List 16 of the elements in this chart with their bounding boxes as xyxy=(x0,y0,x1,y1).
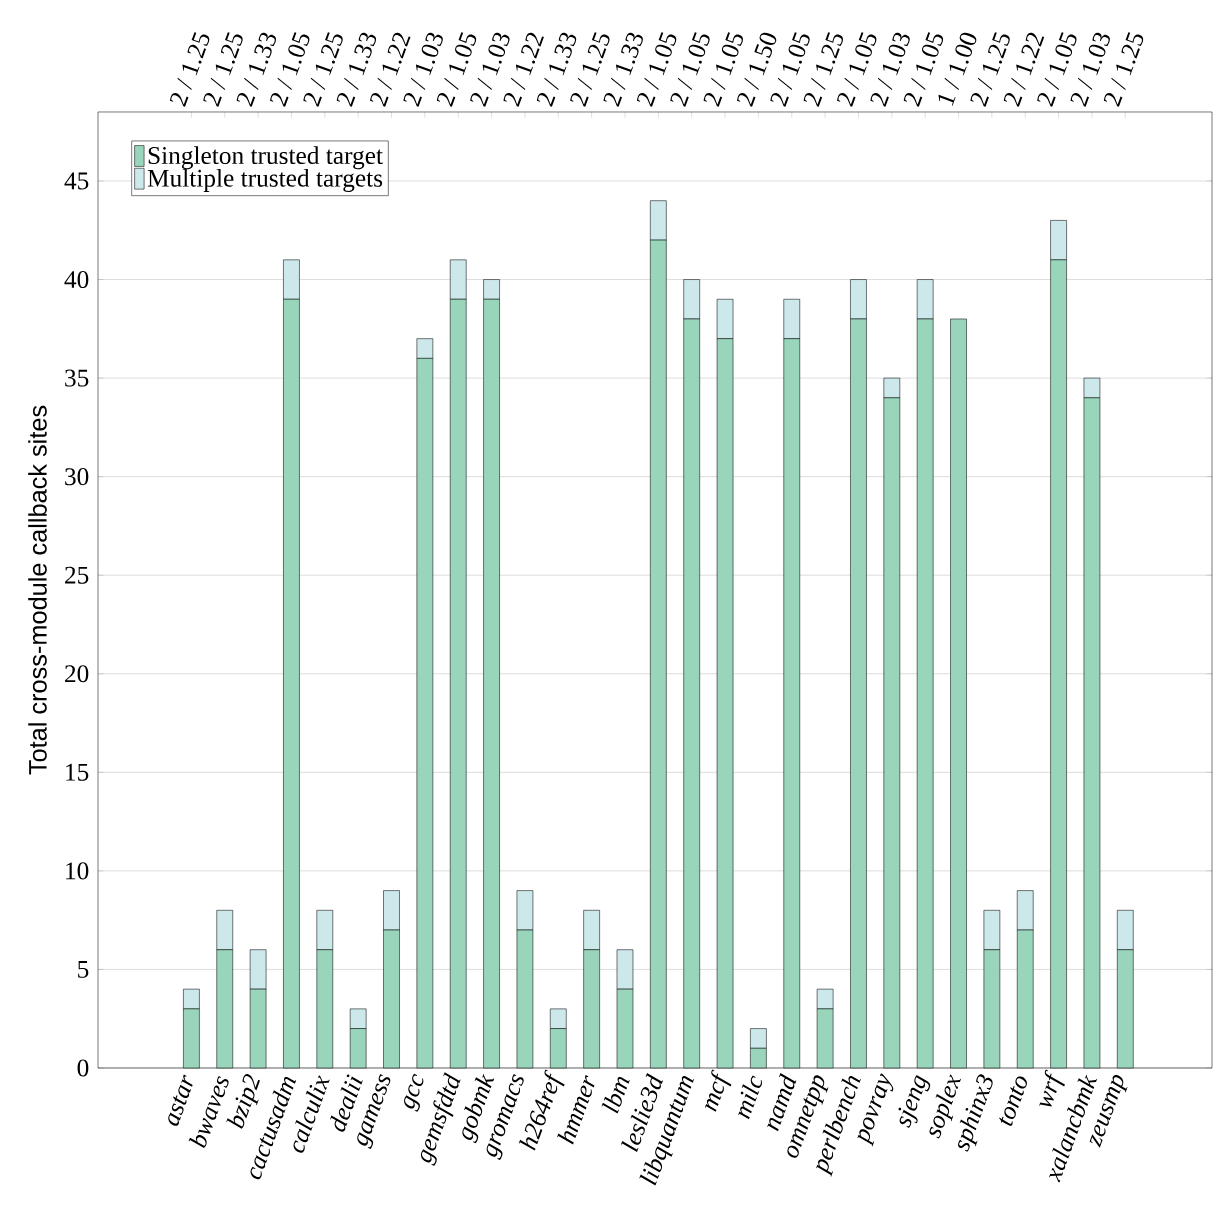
y-axis-title: Total cross-module callback sites xyxy=(28,405,47,775)
y-tick-label: 20 xyxy=(65,665,89,683)
y-tick-label: 0 xyxy=(77,1059,89,1077)
y-tick-label: 15 xyxy=(66,763,89,781)
x-tick-label: milc xyxy=(738,1075,762,1120)
x-tick-label: sjeng xyxy=(898,1074,931,1128)
y-tick-label: 40 xyxy=(64,271,89,289)
y-tick-label: 25 xyxy=(65,566,89,584)
y-tick-label: 5 xyxy=(78,961,89,978)
x-tick-label: tonto xyxy=(999,1076,1027,1126)
y-tick-label: 35 xyxy=(65,369,89,387)
x-tick-label: mcf xyxy=(704,1069,732,1112)
y-tick-label: 30 xyxy=(65,468,89,486)
y-tick-label: 10 xyxy=(66,862,89,880)
y-tick-label: 45 xyxy=(64,172,89,190)
legend-label: Singleton trusted target xyxy=(148,146,383,170)
